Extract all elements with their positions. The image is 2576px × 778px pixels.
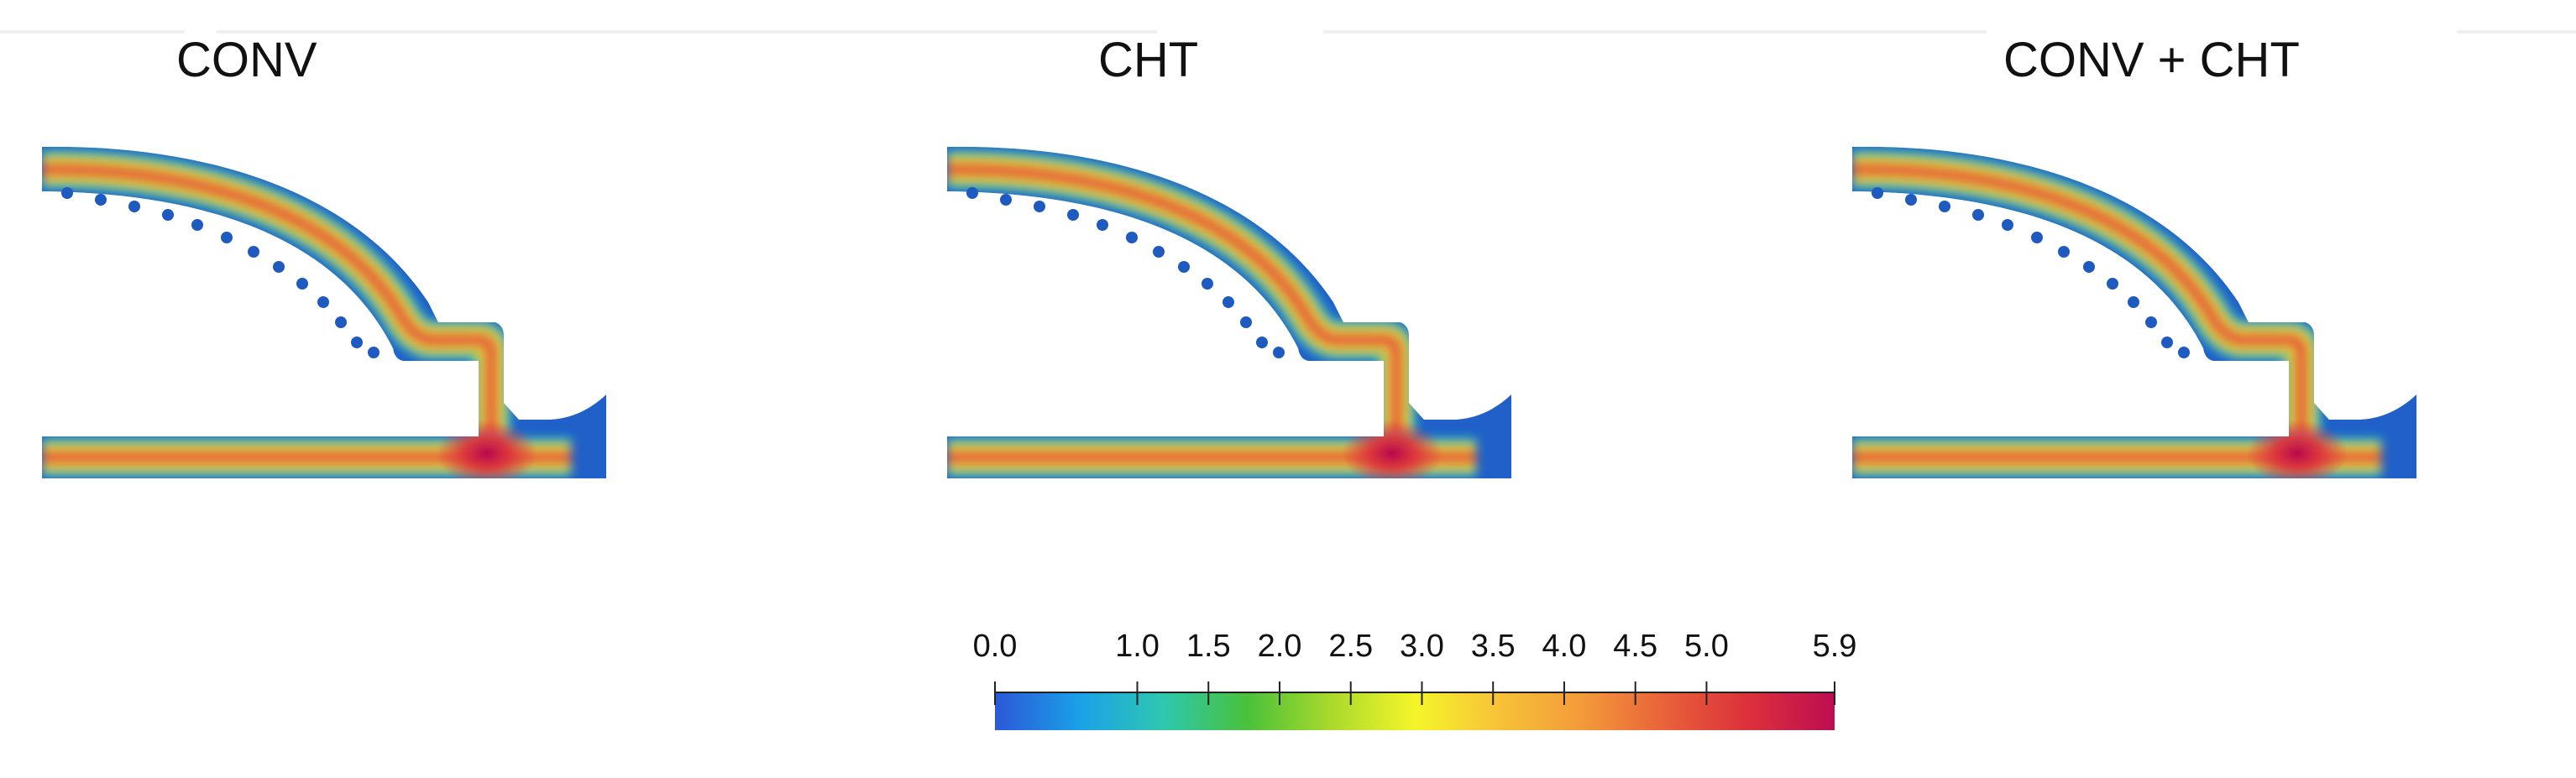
panel-conv-cht: CONV + CHT (1323, 0, 2576, 554)
support-bump (2058, 246, 2070, 258)
colorbar-tick-label: 5.0 (1684, 629, 1729, 664)
support-bump (335, 316, 347, 328)
panel-title: CONV + CHT (2003, 33, 2300, 87)
field-layers (947, 146, 1511, 478)
support-bump (2145, 316, 2157, 328)
support-bump (1972, 209, 1984, 221)
colorbar-gradient (995, 692, 1835, 730)
support-bump (1202, 278, 1213, 290)
panel-top-rule (2457, 30, 2576, 34)
support-bump (1153, 246, 1165, 258)
colorbar-tick-label: 4.0 (1542, 629, 1587, 664)
support-bump (1939, 201, 1950, 212)
support-bump (162, 209, 174, 221)
panel-conv: CONV (0, 0, 789, 554)
colorbar-tick-label: 3.0 (1400, 629, 1444, 664)
support-bump (1067, 209, 1079, 221)
support-bumps (1872, 187, 2190, 358)
support-bumps (966, 187, 1285, 358)
field-layers (1852, 146, 2416, 478)
support-bump (2161, 337, 2173, 348)
hotspot (437, 420, 537, 478)
panel-top-rule (217, 30, 1157, 34)
support-bump (1000, 194, 1012, 206)
support-bump (296, 278, 308, 290)
colorbar-tick-label: 3.5 (1471, 629, 1516, 664)
colorbar-tick-label: 2.0 (1258, 629, 1302, 664)
support-bump (2178, 347, 2190, 358)
support-bump (2128, 296, 2139, 308)
support-bump (1240, 316, 1252, 328)
support-bump (351, 337, 363, 348)
support-bump (1273, 347, 1285, 358)
temperature-field-conv (42, 146, 606, 478)
support-bump (221, 232, 233, 243)
colorbar-tick-label: 1.5 (1186, 629, 1231, 664)
panel-top-rule (0, 30, 185, 34)
support-bump (1126, 232, 1138, 243)
support-bump (248, 246, 259, 258)
support-bump (1256, 337, 1268, 348)
support-bump (1178, 261, 1190, 273)
support-bump (273, 261, 285, 273)
support-bump (368, 347, 380, 358)
colorbar-tick-label: 0.0 (973, 629, 1018, 664)
support-bump (1223, 296, 1234, 308)
support-bump (2002, 219, 2013, 231)
support-bump (1872, 187, 1883, 199)
colorbar-ticks (994, 681, 1835, 705)
colorbar-tick-label: 4.5 (1613, 629, 1657, 664)
panel-title: CONV (176, 33, 317, 87)
support-bump (2107, 278, 2118, 290)
support-bump (1097, 219, 1108, 231)
panel-title: CHT (1098, 33, 1199, 87)
support-bump (317, 296, 329, 308)
temperature-field-conv-cht (1852, 146, 2416, 478)
support-bump (2083, 261, 2095, 273)
support-bump (2031, 232, 2043, 243)
support-bump (128, 201, 140, 212)
support-bump (61, 187, 73, 199)
temperature-field-cht (947, 146, 1511, 478)
support-bump (1905, 194, 1917, 206)
colorbar-tick-label: 2.5 (1328, 629, 1373, 664)
support-bumps (61, 187, 380, 358)
support-bump (966, 187, 978, 199)
hotspot (2247, 420, 2348, 478)
support-bump (191, 219, 203, 231)
support-bump (1034, 201, 1045, 212)
colorbar-tick-label: 1.0 (1115, 629, 1160, 664)
panel-cht: CHT (217, 0, 1703, 554)
panel-top-rule (1323, 30, 1987, 34)
colorbar-tick-label: 5.9 (1813, 629, 1857, 664)
colorbar: 0.0 1.0 1.5 2.0 2.5 3.0 3.5 4.0 4.5 5.0 5.9 (973, 629, 1857, 730)
support-bump (95, 194, 107, 206)
hotspot (1342, 420, 1442, 478)
field-layers (42, 146, 606, 478)
colorbar-tick-labels: 0.0 1.0 1.5 2.0 2.5 3.0 3.5 4.0 4.5 5.0 5.9 (973, 629, 1857, 664)
